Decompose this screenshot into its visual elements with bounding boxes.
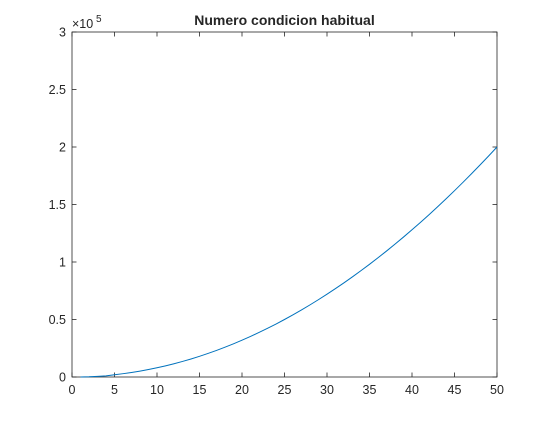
- x-tick-label: 15: [193, 383, 207, 397]
- x-tick-label: 30: [320, 383, 334, 397]
- y-exponent-base: ×10: [72, 17, 93, 31]
- y-axis: 0 0.5 1 1.5 2 2.5 3: [49, 26, 497, 385]
- x-axis: 0 5 10 15 20 25 30 35 40 45 50: [69, 32, 504, 397]
- y-tick-label: 2: [59, 141, 66, 155]
- x-tick-label: 40: [405, 383, 419, 397]
- y-tick-label: 0.5: [49, 313, 66, 327]
- y-exponent-power: 5: [96, 14, 102, 25]
- x-tick-label: 5: [111, 383, 118, 397]
- x-tick-label: 45: [448, 383, 462, 397]
- data-series: [80, 146, 498, 378]
- x-tick-label: 20: [235, 383, 249, 397]
- plot-area: [71, 31, 498, 378]
- y-tick-label: 0: [59, 371, 66, 385]
- x-tick-label: 0: [69, 383, 76, 397]
- series-line: [80, 146, 498, 378]
- y-tick-label: 2.5: [49, 83, 66, 97]
- y-tick-label: 1.5: [49, 198, 66, 212]
- y-exponent-label: ×10 5: [72, 14, 102, 31]
- chart-title: Numero condicion habitual: [194, 12, 374, 28]
- y-tick-label: 3: [59, 26, 66, 40]
- x-tick-label: 35: [363, 383, 377, 397]
- x-tick-label: 50: [490, 383, 504, 397]
- x-tick-label: 10: [150, 383, 164, 397]
- y-tick-label: 1: [59, 256, 66, 270]
- x-tick-label: 25: [278, 383, 292, 397]
